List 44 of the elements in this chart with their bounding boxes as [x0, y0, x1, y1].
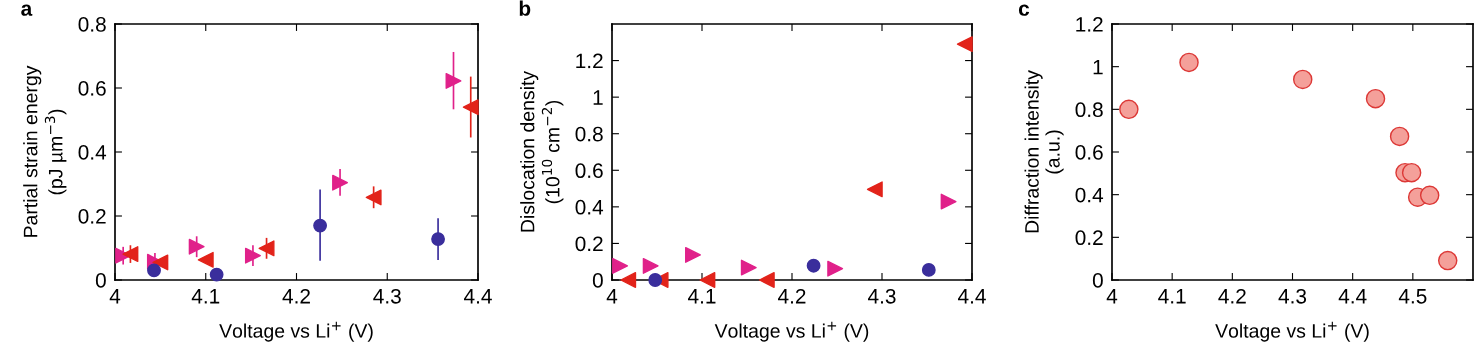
chart-title: c [1018, 4, 1030, 16]
y-tick-label: 0 [95, 273, 106, 288]
y-tick-label: 1.2 [1076, 17, 1103, 32]
x-tick-label: 4.4 [1338, 289, 1367, 304]
x-tick-label: 4.1 [1158, 289, 1186, 304]
x-tick-label: 4 [109, 289, 121, 304]
x-tick-label: 4.4 [958, 289, 986, 304]
x-tick-label: 4.3 [868, 288, 896, 304]
y-tick-label: 0.4 [575, 199, 604, 215]
x-axis-title: Voltage vs Li$^{+}$ (V) [219, 321, 373, 342]
y-tick-label: 0 [592, 273, 603, 288]
chart-title: a [21, 4, 33, 16]
x-tick-label: 4.2 [778, 288, 806, 304]
x-tick-label: 4.5 [1398, 289, 1427, 304]
y-axis-title: Dislocation density (10$^{10}$ cm$^{−2}$) [520, 70, 564, 232]
y-axis-title: Partial strain energy (pJ µm$^{−3}$) [23, 65, 67, 237]
y-tick-label: 0.8 [78, 17, 106, 32]
y-tick-label: 1 [593, 90, 603, 105]
x-axis-title: Voltage vs Li$^{+}$ (V) [714, 321, 869, 342]
y-tick-label: 0 [1092, 273, 1103, 288]
x-tick-label: 4.2 [282, 288, 310, 304]
y-tick-label: 1 [1093, 59, 1103, 75]
x-tick-label: 4.3 [1278, 288, 1307, 304]
x-tick-label: 4 [1106, 289, 1118, 304]
y-tick-label: 0.6 [575, 163, 603, 179]
x-tick-label: 4.1 [688, 289, 716, 304]
x-tick-label: 4.2 [1218, 288, 1246, 304]
y-tick-label: 0.4 [1075, 187, 1104, 203]
y-tick-label: 0.2 [575, 236, 603, 252]
y-tick-label: 0.2 [78, 209, 106, 224]
x-tick-label: 4 [606, 289, 618, 304]
x-tick-label: 4.1 [191, 289, 220, 304]
y-tick-label: 0.2 [1075, 230, 1103, 246]
y-tick-label: 1.2 [576, 53, 603, 69]
y-tick-label: 0.8 [575, 126, 603, 142]
y-tick-label: 0.6 [1075, 145, 1103, 160]
chart-title: b [519, 0, 531, 16]
y-tick-label: 0.6 [78, 81, 106, 96]
y-axis-title: Diffraction intensity (a.u.) [1024, 70, 1064, 233]
x-tick-label: 4.3 [373, 288, 401, 304]
y-tick-label: 0.4 [78, 145, 107, 160]
x-axis-title: Voltage vs Li$^{+}$ (V) [1215, 321, 1369, 342]
y-tick-label: 0.8 [1075, 102, 1103, 118]
x-tick-label: 4.4 [464, 289, 492, 304]
